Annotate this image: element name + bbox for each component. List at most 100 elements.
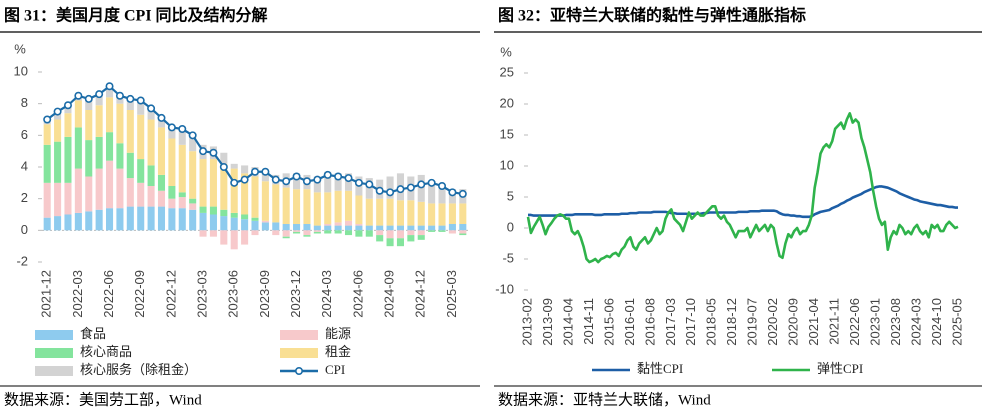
bar-segment	[126, 110, 134, 153]
line-point	[396, 185, 405, 194]
line-point	[74, 91, 83, 100]
line-point	[375, 186, 384, 195]
bar-segment	[417, 230, 425, 236]
bar-segment	[355, 224, 363, 226]
x-tick-label: 2022-06	[101, 270, 116, 318]
bar-segment	[313, 230, 321, 232]
bar-segment	[386, 238, 394, 247]
bar-segment	[178, 197, 186, 209]
bar-segment	[324, 192, 332, 224]
y-tick-label: 5	[507, 188, 514, 203]
bar-segment	[106, 97, 114, 133]
line-point	[199, 147, 208, 156]
bar-segment	[43, 217, 51, 231]
bar-segment	[137, 206, 145, 231]
bar-segment	[54, 141, 62, 183]
bar-segment	[95, 209, 103, 231]
x-tick-label: 2023-06	[226, 270, 241, 318]
bar-segment	[251, 220, 259, 231]
legend-label: 食品	[80, 326, 106, 341]
bar-segment	[324, 230, 332, 234]
bar-segment	[230, 168, 238, 213]
bar-segment	[199, 206, 207, 213]
x-tick-label: 2018-12	[724, 298, 739, 346]
bar-segment	[168, 127, 176, 139]
bar-segment	[428, 230, 436, 232]
x-tick-label: 2021-11	[827, 298, 842, 345]
y-tick-label: 4	[21, 158, 28, 173]
bar-segment	[54, 182, 62, 217]
legend-swatch	[280, 330, 318, 340]
bar-segment	[209, 214, 217, 231]
bar-segment	[54, 119, 62, 142]
line-point	[302, 177, 311, 186]
legend-label: CPI	[325, 362, 345, 377]
series-line	[526, 112, 959, 264]
bar-segment	[147, 165, 155, 186]
bar-segment	[438, 184, 446, 204]
y-tick-label: 25	[500, 64, 514, 79]
line-point	[188, 131, 197, 140]
bar-segment	[157, 190, 166, 207]
line-point	[282, 177, 291, 186]
y-tick-label: -2	[16, 253, 28, 268]
bar-segment	[261, 222, 269, 231]
x-tick-label: 2024-03	[908, 298, 923, 346]
legend-swatch	[35, 366, 73, 376]
bar-segment	[168, 198, 176, 209]
bar-segment	[43, 144, 51, 183]
x-tick-label: 2018-05	[704, 298, 719, 346]
line-point	[313, 175, 322, 184]
bar-segment	[303, 235, 311, 237]
source: 数据来源：亚特兰大联储，Wind	[498, 391, 711, 408]
bar-segment	[365, 230, 373, 237]
bar-segment	[313, 225, 321, 231]
bar-segment	[43, 124, 51, 145]
bar-segment	[95, 136, 103, 169]
y-tick-label: -5	[502, 250, 514, 265]
x-tick-label: 2020-09	[786, 298, 801, 346]
series-line	[528, 185, 958, 219]
bar-segment	[282, 224, 290, 231]
chart-title: 图 31：美国月度 CPI 同比及结构分解	[4, 6, 268, 25]
bar-segment	[106, 160, 114, 209]
bar-segment	[448, 224, 456, 231]
bar-segment	[386, 225, 394, 231]
legend-label: 黏性CPI	[637, 361, 683, 376]
line-point	[323, 170, 332, 179]
line-point	[438, 182, 447, 191]
line-point	[53, 107, 62, 116]
line-point	[344, 174, 353, 183]
bar-segment	[168, 208, 176, 231]
bar-segment	[272, 184, 280, 223]
bar-segment	[313, 176, 321, 193]
source: 数据来源：美国劳工部，Wind	[4, 391, 202, 408]
line-point	[209, 148, 218, 157]
legend-label: 租金	[325, 344, 351, 359]
bar-segment	[251, 230, 259, 236]
bar-segment	[199, 212, 207, 231]
bar-segment	[428, 225, 436, 231]
bar-segment	[282, 236, 290, 239]
bar-segment	[220, 230, 228, 245]
bar-segment	[74, 168, 82, 213]
bar-segment	[64, 113, 72, 137]
x-tick-label: 2014-04	[560, 298, 575, 346]
legend-label: 弹性CPI	[817, 361, 863, 376]
bar-segment	[344, 230, 353, 236]
bar-segment	[324, 225, 332, 231]
x-tick-label: 2024-06	[350, 270, 365, 318]
bar-segment	[85, 98, 93, 110]
bar-segment	[178, 129, 186, 145]
bar-segment	[147, 119, 155, 166]
x-tick-label: 2024-10	[929, 298, 944, 346]
bar-segment	[230, 163, 238, 169]
bar-segment	[209, 159, 217, 207]
bar-segment	[189, 203, 197, 210]
bar-segment	[95, 168, 103, 210]
line-point	[354, 178, 363, 187]
bar-segment	[74, 127, 82, 169]
y-unit: %	[14, 41, 26, 56]
bar-segment	[106, 132, 114, 161]
